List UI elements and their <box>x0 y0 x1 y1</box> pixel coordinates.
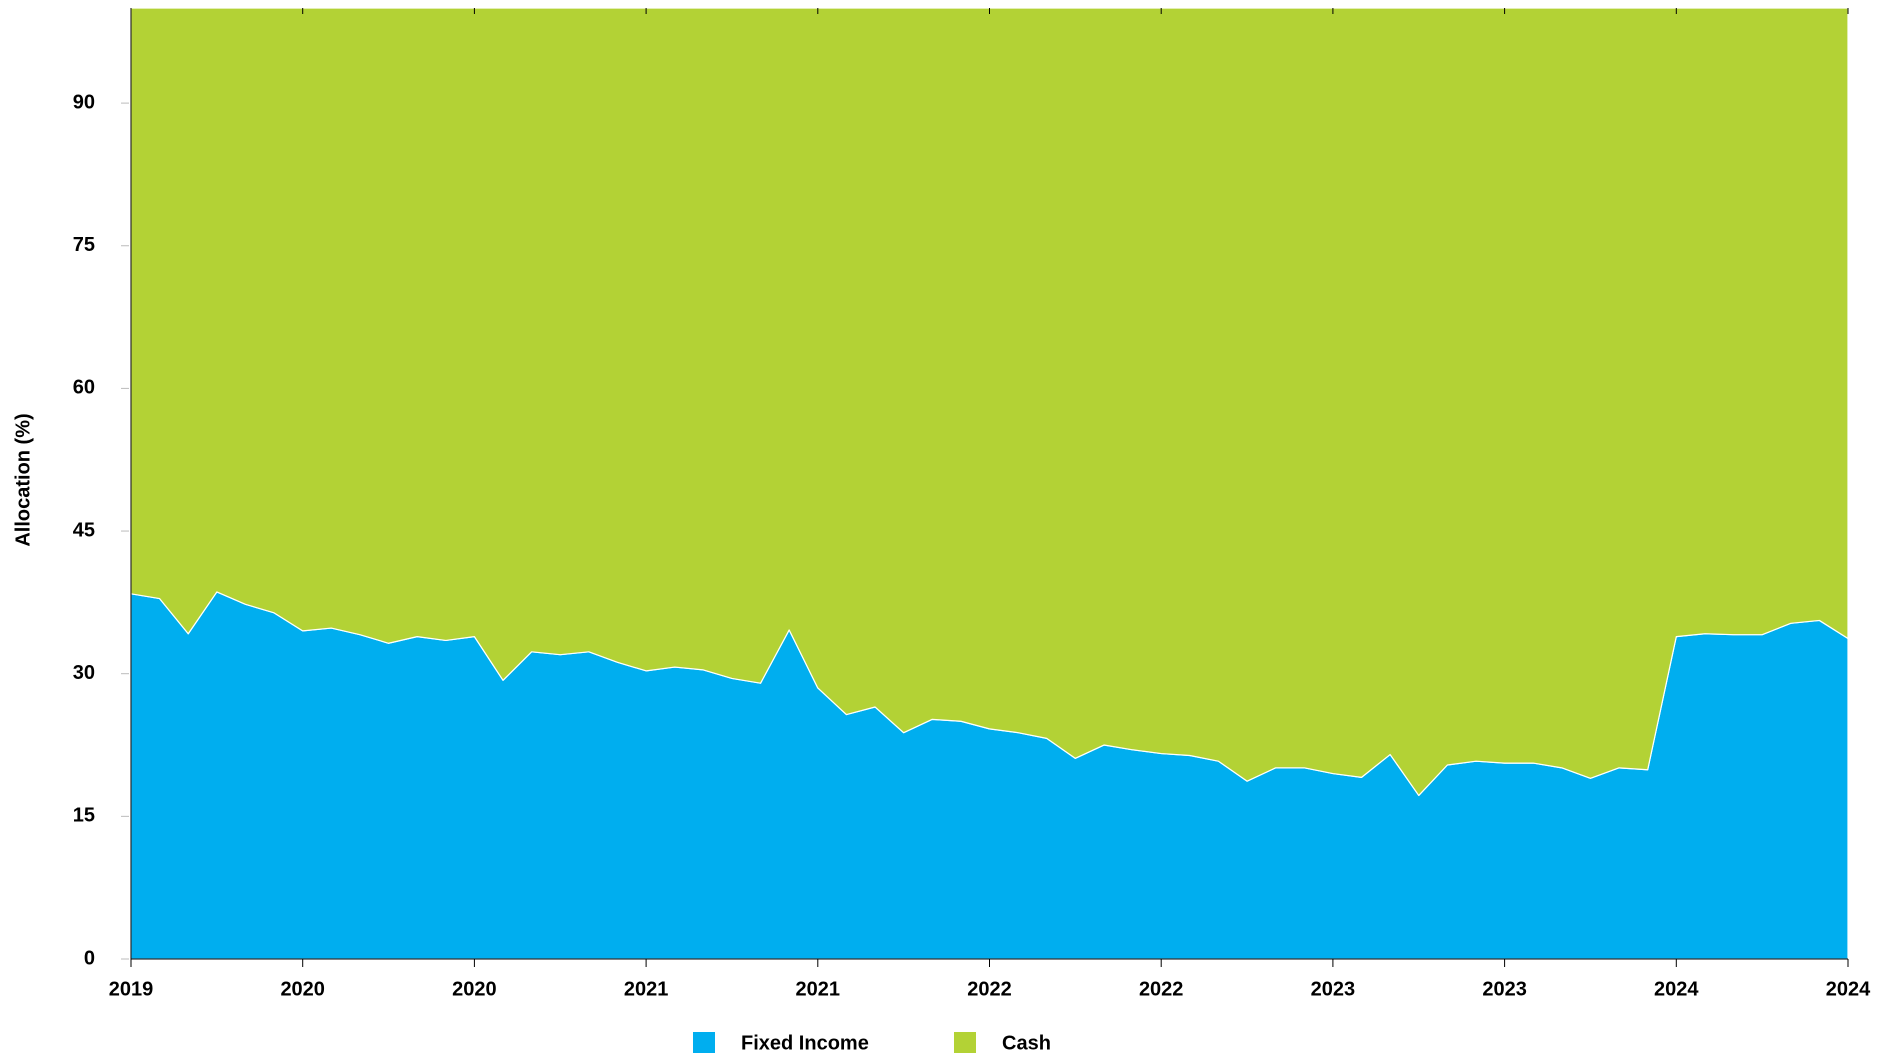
x-tick-label: 2024 <box>1826 978 1871 1000</box>
x-tick-label: 2023 <box>1311 978 1356 1000</box>
x-tick-label: 2022 <box>967 978 1012 1000</box>
x-tick-label: 2023 <box>1482 978 1527 1000</box>
x-tick-label: 2022 <box>1139 978 1184 1000</box>
x-tick-label: 2021 <box>796 978 841 1000</box>
legend-label: Fixed Income <box>741 1032 869 1053</box>
area <box>130 7 1849 797</box>
legend-label: Cash <box>1002 1032 1051 1053</box>
y-tick-label: 0 <box>84 947 95 969</box>
x-tick-label: 2020 <box>280 978 325 1000</box>
y-tick-label: 90 <box>73 91 95 113</box>
y-tick-label: 45 <box>73 519 95 541</box>
x-tick-label: 2019 <box>109 978 154 1000</box>
legend-swatch <box>954 1032 976 1053</box>
y-tick-label: 60 <box>73 377 95 399</box>
legend-swatch <box>693 1032 715 1053</box>
x-tick-label: 2021 <box>624 978 669 1000</box>
y-tick-label: 30 <box>73 662 95 684</box>
x-tick-label: 2024 <box>1654 978 1699 1000</box>
y-tick-label: 15 <box>73 805 95 827</box>
y-axis-label: Allocation (%) <box>12 413 34 546</box>
y-tick-label: 75 <box>73 234 95 256</box>
x-tick-label: 2020 <box>452 978 497 1000</box>
